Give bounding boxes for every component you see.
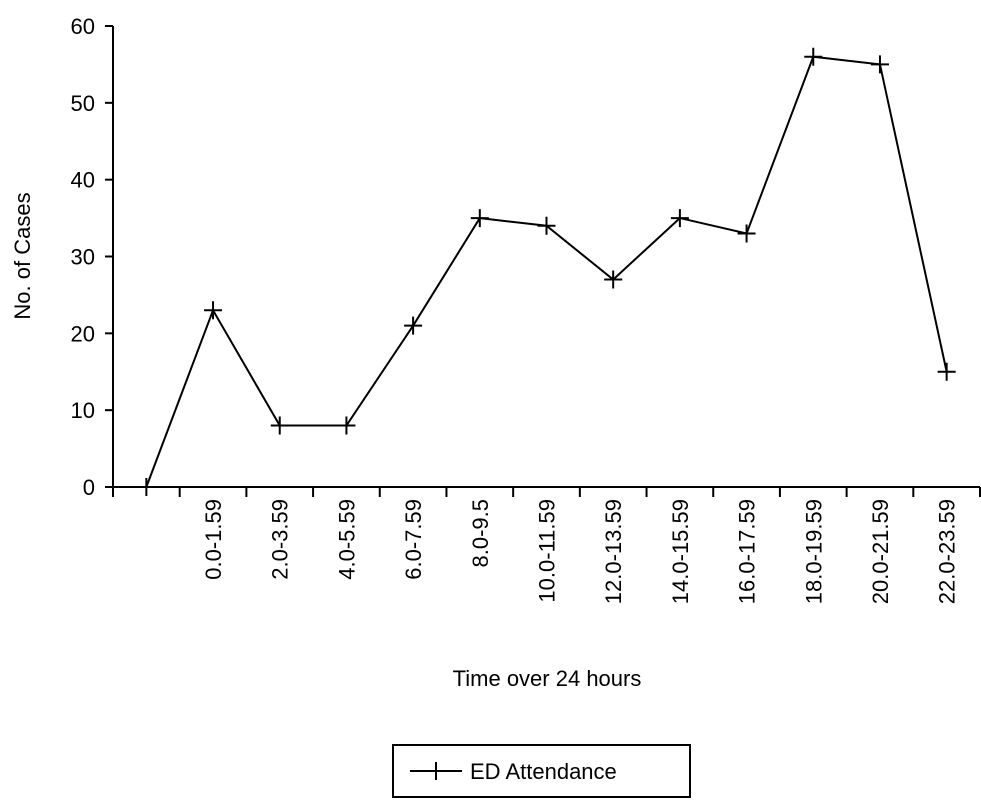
x-tick-label: 16.0-17.59 <box>735 499 760 604</box>
data-point <box>337 416 356 435</box>
data-point <box>204 301 223 320</box>
x-axis-title: Time over 24 hours <box>453 666 642 691</box>
data-point <box>404 316 423 335</box>
x-tick-label: 14.0-15.59 <box>668 499 693 604</box>
data-point <box>604 270 623 289</box>
x-tick-label: 2.0-3.59 <box>268 499 293 580</box>
data-line <box>145 55 948 488</box>
data-point <box>870 55 889 74</box>
x-tick-label: 10.0-11.59 <box>535 499 560 603</box>
y-tick-label: 20 <box>71 321 95 346</box>
data-point <box>470 209 489 228</box>
data-point <box>137 478 156 496</box>
x-tick-label: 12.0-13.59 <box>601 499 626 604</box>
legend-marker <box>427 762 445 780</box>
data-point <box>737 224 756 243</box>
y-tick-label: 50 <box>71 91 95 116</box>
x-tick-label: 22.0-23.59 <box>935 499 960 604</box>
data-point <box>804 47 823 66</box>
x-tick-label: 4.0-5.59 <box>334 499 359 580</box>
data-point <box>670 209 689 228</box>
y-tick-label: 30 <box>71 245 95 270</box>
data-point <box>270 416 289 435</box>
x-tick-label: 8.0-9.5 <box>468 499 493 568</box>
y-tick-label: 40 <box>71 168 95 193</box>
x-tick-label: 18.0-19.59 <box>801 499 826 604</box>
x-tick-label: 0.0-1.59 <box>201 499 226 580</box>
y-tick-label: 10 <box>71 398 95 423</box>
x-tick-label: 20.0-21.59 <box>868 499 893 604</box>
y-axis-title: No. of Cases <box>10 192 35 319</box>
y-tick-label: 0 <box>83 475 95 500</box>
y-tick-label: 60 <box>71 14 95 39</box>
data-point <box>537 216 556 235</box>
x-tick-label: 6.0-7.59 <box>401 499 426 580</box>
legend-label: ED Attendance <box>470 759 617 784</box>
data-point <box>937 362 956 381</box>
